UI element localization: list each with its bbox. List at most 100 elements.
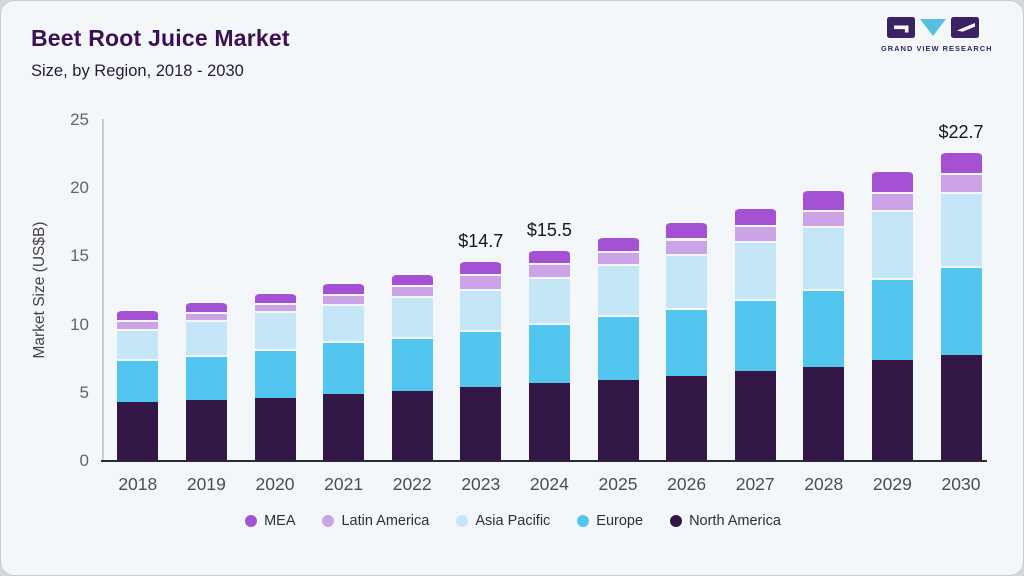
x-tick-label-2020: 2020 — [255, 474, 295, 494]
total-annotation-2030: $22.7 — [938, 122, 984, 143]
bar-segment-2020-mea — [254, 291, 296, 303]
bar-segment-2020-latin-america — [254, 302, 296, 311]
legend-marker-icon — [322, 515, 335, 527]
legend-item-latin-america: Latin America — [322, 513, 429, 529]
bar-segment-2024-latin-america — [528, 263, 570, 277]
x-axis-line — [101, 460, 987, 462]
legend-label: Asia Pacific — [475, 513, 551, 529]
y-axis-title: Market Size (US$B) — [31, 221, 48, 359]
bar-segment-2018-latin-america — [117, 320, 159, 329]
chart-legend: MEA Latin America Asia Pacific Europe North … — [1, 513, 1024, 529]
bar-segment-2028-north-america — [803, 366, 845, 461]
x-tick-label-2023: 2023 — [461, 474, 501, 494]
x-tick-label-2030: 2030 — [941, 474, 981, 494]
x-tick-label-2027: 2027 — [735, 474, 775, 494]
bar-segment-2028-latin-america — [803, 209, 845, 227]
bar-segment-2026-europe — [666, 308, 708, 377]
bar-segment-2020-europe — [254, 349, 296, 399]
legend-item-mea: MEA — [245, 513, 295, 529]
bar-segment-2022-latin-america — [391, 284, 433, 296]
bar-segment-2027-latin-america — [734, 224, 776, 242]
bar-segment-2024-europe — [528, 323, 570, 384]
y-tick-label-25: 25 — [70, 109, 89, 129]
bar-segment-2026-asia-pacific — [666, 253, 708, 309]
y-axis-line — [102, 119, 104, 461]
bar-segment-2019-europe — [185, 354, 227, 400]
bar-segment-2026-north-america — [666, 376, 708, 461]
x-tick-label-2028: 2028 — [804, 474, 844, 494]
x-tick-label-2026: 2026 — [667, 474, 707, 494]
bar-segment-2030-europe — [940, 265, 982, 355]
bar-segment-2029-europe — [871, 278, 913, 360]
bar-segment-2029-mea — [871, 170, 913, 193]
bar-segment-2023-north-america — [460, 387, 502, 461]
bar-segment-2018-north-america — [117, 402, 159, 461]
x-tick-label-2022: 2022 — [392, 474, 432, 494]
bar-segment-2027-mea — [734, 207, 776, 225]
page-subtitle: Size, by Region, 2018 - 2030 — [31, 62, 244, 80]
legend-label: Europe — [596, 513, 644, 529]
total-annotation-2023: $14.7 — [458, 231, 504, 252]
bar-segment-2020-north-america — [254, 398, 296, 461]
bar-segment-2027-asia-pacific — [734, 241, 776, 299]
bar-segment-2028-europe — [803, 289, 845, 367]
bar-segment-2030-latin-america — [940, 172, 982, 193]
bar-segment-2018-europe — [117, 358, 159, 403]
bar-segment-2026-mea — [666, 220, 708, 239]
bar-segment-2022-mea — [391, 272, 433, 285]
legend-label: Latin America — [341, 513, 430, 529]
legend-item-europe: Europe — [577, 513, 643, 529]
x-tick-label-2018: 2018 — [118, 474, 158, 494]
legend-marker-icon — [245, 515, 258, 527]
bar-segment-2024-north-america — [528, 383, 570, 461]
bar-segment-2029-north-america — [871, 359, 913, 461]
bar-segment-2025-asia-pacific — [597, 264, 639, 315]
legend-label: MEA — [264, 513, 296, 529]
total-annotation-2024: $15.5 — [526, 220, 572, 241]
bar-segment-2024-mea — [528, 249, 570, 264]
bar-segment-2022-europe — [391, 336, 433, 392]
x-tick-label-2019: 2019 — [186, 474, 226, 494]
bar-segment-2030-asia-pacific — [940, 192, 982, 266]
y-tick-label-0: 0 — [79, 451, 89, 470]
bar-segment-2021-latin-america — [323, 294, 365, 305]
bar-segment-2019-asia-pacific — [185, 320, 227, 355]
legend-item-north-america: North America — [670, 513, 781, 529]
y-tick-label-5: 5 — [79, 382, 89, 402]
bar-segment-2021-mea — [323, 282, 365, 295]
bar-segment-2021-asia-pacific — [323, 304, 365, 341]
bar-segment-2030-mea — [940, 151, 982, 173]
bar-segment-2023-mea — [460, 260, 502, 274]
bar-segment-2030-north-america — [940, 354, 982, 461]
x-tick-label-2029: 2029 — [872, 474, 912, 494]
bar-segment-2029-latin-america — [871, 192, 913, 210]
bar-segment-2021-europe — [323, 340, 365, 395]
legend-marker-icon — [577, 515, 590, 527]
bar-segment-2025-north-america — [597, 380, 639, 461]
bar-segment-2019-latin-america — [185, 312, 227, 321]
bar-segment-2025-latin-america — [597, 250, 639, 265]
bar-segment-2023-latin-america — [460, 273, 502, 289]
legend-label: North America — [689, 513, 781, 529]
bar-segment-2022-north-america — [391, 391, 433, 461]
bar-segment-2019-north-america — [185, 399, 227, 461]
bar-segment-2026-latin-america — [666, 238, 708, 254]
bar-segment-2027-north-america — [734, 370, 776, 461]
bar-segment-2023-europe — [460, 329, 502, 388]
bar-segment-2020-asia-pacific — [254, 310, 296, 350]
bar-segment-2018-asia-pacific — [117, 328, 159, 359]
bar-segment-2028-asia-pacific — [803, 226, 845, 289]
bar-segment-2025-europe — [597, 314, 639, 381]
x-tick-label-2025: 2025 — [598, 474, 638, 494]
bar-segment-2025-mea — [597, 235, 639, 251]
bar-segment-2018-mea — [117, 309, 159, 321]
legend-marker-icon — [670, 515, 683, 527]
legend-marker-icon — [456, 515, 469, 527]
gvr-logo-icon — [887, 17, 979, 38]
grand-view-research-logo: GRAND VIEW RESEARCH — [881, 15, 991, 53]
legend-item-asia-pacific: Asia Pacific — [456, 513, 550, 529]
y-tick-label-10: 10 — [70, 314, 89, 334]
bar-segment-2023-asia-pacific — [460, 289, 502, 330]
